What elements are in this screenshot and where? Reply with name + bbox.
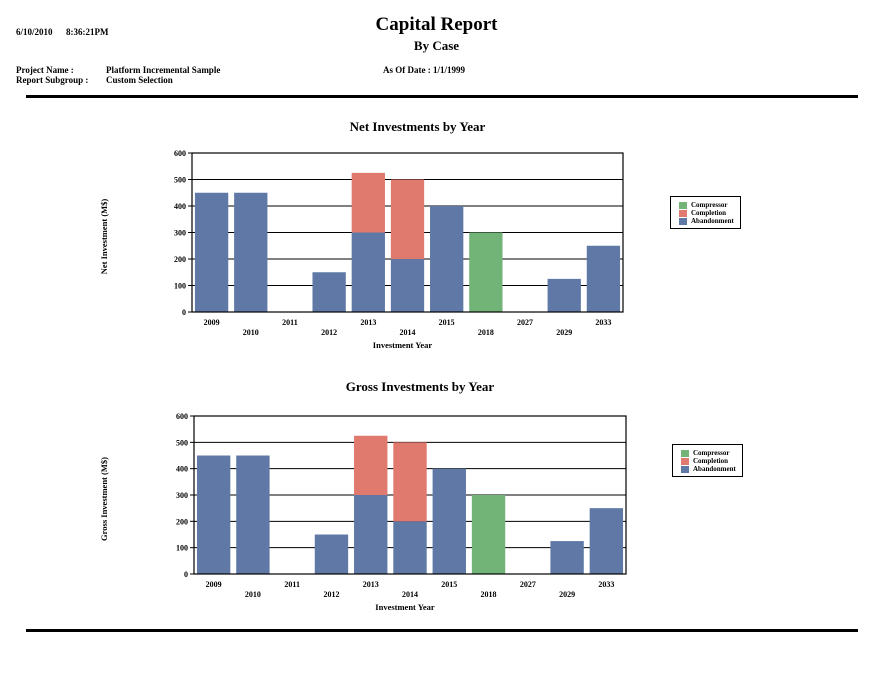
legend-swatch — [679, 209, 687, 217]
legend-item: Abandonment — [679, 217, 734, 225]
x-tick-label: 2027 — [517, 318, 533, 327]
legend-label: Completion — [691, 209, 726, 217]
x-tick-label: 2009 — [204, 318, 220, 327]
y-axis-label: Net Investment (M$) — [99, 199, 109, 275]
bar-completion — [390, 179, 425, 259]
legend-swatch — [679, 201, 687, 209]
x-tick-label: 2015 — [439, 318, 455, 327]
bar-abandonment — [589, 508, 624, 574]
bar-completion — [393, 442, 427, 522]
page-title: Capital Report — [375, 14, 498, 35]
x-tick-label: 2018 — [478, 328, 494, 337]
x-tick-label: 2012 — [323, 590, 339, 599]
x-tick-label: 2015 — [441, 580, 457, 589]
legend-swatch — [681, 449, 689, 457]
bar-abandonment — [550, 541, 584, 574]
gross-investments-legend: Compressor Completion Abandonment — [672, 444, 743, 477]
x-tick-label: 2013 — [360, 318, 376, 327]
report-time: 8:36:21PM — [66, 27, 109, 37]
y-tick-label: 100 — [176, 544, 188, 553]
bar-compressor — [469, 232, 503, 312]
bar-completion — [354, 435, 388, 495]
legend-item: Abandonment — [681, 465, 736, 473]
chart-title: Gross Investments by Year — [346, 379, 495, 394]
page-subtitle: By Case — [413, 38, 460, 53]
legend-swatch — [681, 457, 689, 465]
x-tick-label: 2027 — [520, 580, 536, 589]
y-tick-label: 0 — [182, 308, 186, 317]
gross-investments-chart: Gross Investments by Year 0 100 200 300 400 50… — [99, 379, 627, 612]
y-tick-label: 400 — [176, 465, 188, 474]
bar-compressor — [471, 495, 506, 574]
legend-label: Completion — [693, 457, 728, 465]
plot-frame — [191, 152, 624, 313]
x-tick-label: 2009 — [206, 580, 222, 589]
legend-label: Compressor — [693, 449, 730, 457]
x-tick-label: 2012 — [321, 328, 337, 337]
bar-completion — [351, 172, 385, 233]
x-tick-label: 2013 — [363, 580, 379, 589]
legend-item: Compressor — [679, 201, 734, 209]
project-name-label: Project Name : — [16, 65, 74, 75]
bar-abandonment — [236, 455, 270, 574]
bar-abandonment — [430, 206, 464, 312]
legend-item: Completion — [679, 209, 734, 217]
y-tick-label: 200 — [176, 517, 188, 526]
legend-item: Completion — [681, 457, 736, 465]
x-tick-label: 2010 — [243, 328, 259, 337]
y-tick-label: 600 — [176, 412, 188, 421]
y-tick-label: 400 — [174, 202, 186, 211]
bar-abandonment — [234, 192, 268, 312]
legend-swatch — [679, 217, 687, 225]
project-name-value: Platform Incremental Sample — [106, 65, 221, 75]
x-tick-label: 2018 — [481, 590, 497, 599]
y-tick-label: 100 — [174, 282, 186, 291]
report-subgroup-label: Report Subgroup : — [16, 75, 89, 85]
x-tick-label: 2011 — [282, 318, 298, 327]
y-axis-label: Gross Investment (M$) — [99, 457, 109, 541]
y-tick-label: 500 — [176, 438, 188, 447]
y-tick-label: 0 — [184, 570, 188, 579]
x-tick-label: 2010 — [245, 590, 261, 599]
bar-abandonment — [393, 521, 427, 574]
x-tick-label: 2014 — [400, 328, 416, 337]
bar-abandonment — [586, 245, 621, 312]
as-of-date: As Of Date : 1/1/1999 — [383, 65, 465, 75]
footer-rule — [26, 629, 858, 632]
y-tick-label: 500 — [174, 176, 186, 185]
x-tick-label: 2033 — [598, 580, 614, 589]
chart-title: Net Investments by Year — [350, 119, 486, 134]
x-tick-label: 2014 — [402, 590, 418, 599]
net-investments-chart: Net Investments by Year 0 100 200 300 400 500 6… — [99, 119, 624, 350]
plot-frame — [193, 415, 627, 575]
bar-abandonment — [312, 272, 346, 312]
header-rule — [26, 95, 858, 98]
legend-swatch — [681, 465, 689, 473]
report-subgroup-value: Custom Selection — [106, 75, 173, 85]
bar-abandonment — [194, 192, 229, 312]
bar-abandonment — [432, 468, 466, 574]
y-tick-label: 300 — [174, 229, 186, 238]
net-investments-legend: Compressor Completion Abandonment — [670, 196, 741, 229]
bar-abandonment — [314, 534, 349, 574]
x-axis-label: Investment Year — [375, 602, 435, 612]
bar-abandonment — [196, 455, 231, 574]
y-tick-label: 300 — [176, 491, 188, 500]
y-tick-label: 200 — [174, 255, 186, 264]
legend-label: Abandonment — [691, 217, 734, 225]
x-tick-label: 2029 — [556, 328, 572, 337]
bar-abandonment — [351, 232, 385, 312]
y-tick-label: 600 — [174, 149, 186, 158]
report-date: 6/10/2010 — [16, 27, 53, 37]
bar-abandonment — [354, 495, 388, 574]
x-axis-label: Investment Year — [373, 340, 433, 350]
bar-abandonment — [547, 278, 581, 312]
x-tick-label: 2029 — [559, 590, 575, 599]
x-tick-label: 2033 — [595, 318, 611, 327]
bar-abandonment — [390, 259, 425, 312]
x-tick-label: 2011 — [284, 580, 300, 589]
legend-label: Compressor — [691, 201, 728, 209]
legend-item: Compressor — [681, 449, 736, 457]
legend-label: Abandonment — [693, 465, 736, 473]
